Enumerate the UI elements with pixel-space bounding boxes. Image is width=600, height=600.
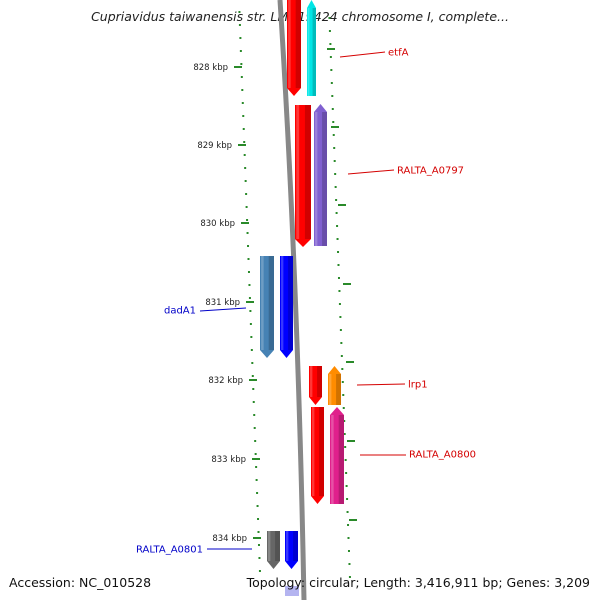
tick-layer: 828 kbp 829 kbp 830 kbp 831 kbp 832 kbp 833 k… [193,11,357,578]
gene-label[interactable]: RALTA_A0797 [347,166,464,177]
svg-text:RALTA_A0801: RALTA_A0801 [136,545,203,556]
gene-label[interactable]: lrp1 [356,380,428,391]
gene-arrow[interactable] [295,105,311,247]
tick-label: 834 kbp [212,534,247,544]
svg-text:dadA1: dadA1 [164,306,196,317]
gene-layer [260,0,344,596]
gene-label[interactable]: dadA1 [164,306,247,317]
gene-label[interactable]: RALTA_A0800 [360,450,476,461]
gene-label[interactable]: RALTA_A0801 [136,545,252,556]
gene-arrow[interactable] [309,366,322,405]
chromosome-backbone [277,0,307,600]
svg-text:lrp1: lrp1 [408,380,428,391]
gene-arrow[interactable] [285,586,299,596]
gene-label[interactable]: etfA [339,48,409,59]
svg-text:RALTA_A0800: RALTA_A0800 [409,450,476,461]
genome-summary-text: Topology: circular; Length: 3,416,911 bp… [246,575,590,590]
svg-text:etfA: etfA [388,48,409,59]
gene-arrow[interactable] [260,256,274,358]
gene-arrow[interactable] [287,0,301,96]
gene-arrow[interactable] [330,407,344,504]
tick-label: 831 kbp [205,298,240,308]
gene-arrow[interactable] [285,531,298,569]
gene-arrow[interactable] [314,104,327,246]
gene-arrow[interactable] [307,0,316,96]
gene-arrow[interactable] [311,407,324,504]
gene-arrow[interactable] [328,366,341,405]
tick-label: 832 kbp [208,376,243,386]
svg-text:RALTA_A0797: RALTA_A0797 [397,166,464,177]
tick-label: 828 kbp [193,63,228,73]
accession-text: Accession: NC_010528 [9,575,152,590]
tick-label: 829 kbp [197,141,232,151]
gene-arrow[interactable] [267,531,280,569]
tick-label: 833 kbp [211,455,246,465]
gene-arrow[interactable] [280,256,293,358]
tick-label: 830 kbp [200,219,235,229]
label-layer: etfA RALTA_A0797 dadA1 lrp1 RALTA_A0800 RALTA… [136,48,476,556]
